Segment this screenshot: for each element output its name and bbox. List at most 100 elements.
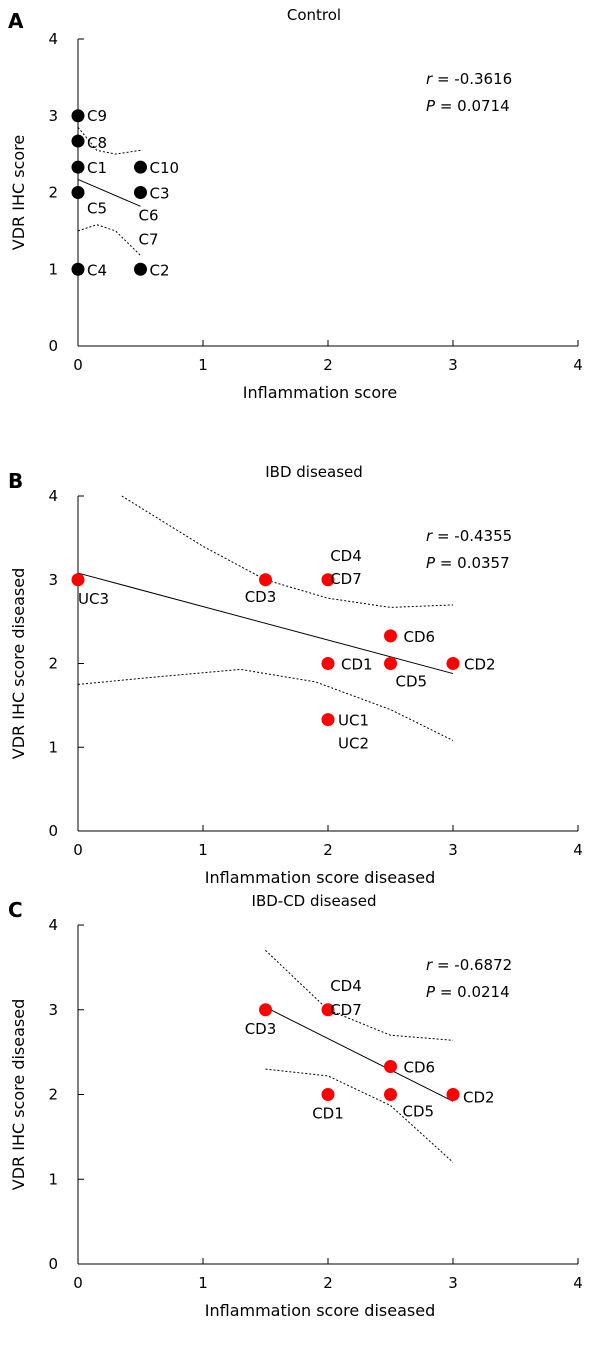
data-label: C7 xyxy=(139,231,159,249)
y-tick-label: 2 xyxy=(48,184,58,202)
data-label: CD3 xyxy=(245,1020,277,1038)
regression-line xyxy=(77,178,141,207)
panel-letter: C xyxy=(8,898,23,922)
x-tick-label: 0 xyxy=(73,1274,83,1292)
data-label: C2 xyxy=(150,261,170,279)
data-label: CD1 xyxy=(341,656,373,674)
chart-panel-a: A Control 0 1 2 3 4 0 1 2 3 4 Inflammation score VDR … xyxy=(8,6,583,402)
x-tick-label: 1 xyxy=(198,841,208,859)
data-label: UC3 xyxy=(78,590,109,608)
y-tick-label: 1 xyxy=(48,260,58,278)
data-label: CD5 xyxy=(396,673,428,691)
confidence-band-upper xyxy=(121,495,454,608)
y-tick-label: 0 xyxy=(48,337,58,355)
data-point xyxy=(134,262,147,276)
data-label: CD2 xyxy=(463,1089,495,1107)
data-label: C4 xyxy=(87,261,107,279)
data-label: CD4 xyxy=(330,547,362,565)
data-point xyxy=(71,573,85,587)
data-label: C1 xyxy=(87,159,107,177)
y-axis-label: VDR IHC score diseased xyxy=(9,568,28,759)
x-axis-label: Inflammation score diseased xyxy=(205,868,435,887)
x-tick-label: 4 xyxy=(573,356,583,374)
data-point xyxy=(71,186,85,199)
panel-letter: B xyxy=(8,469,23,493)
chart-panel-c: C IBD-CD diseased 0 1 2 3 4 0 1 2 3 4 Inflammation s… xyxy=(8,892,583,1320)
x-axis-label: Inflammation score diseased xyxy=(205,1301,435,1320)
data-point xyxy=(384,657,397,670)
y-tick-label: 0 xyxy=(48,1255,58,1273)
data-label: CD7 xyxy=(330,1001,362,1019)
confidence-band-upper xyxy=(265,950,454,1041)
regression-line xyxy=(265,1006,454,1102)
data-label: CD7 xyxy=(330,570,362,588)
data-point xyxy=(134,160,147,174)
y-tick-label: 3 xyxy=(48,1001,58,1019)
chart-panel-b: B IBD diseased 0 1 2 3 4 0 1 2 3 4 Inflammation scor… xyxy=(8,463,583,887)
data-point xyxy=(259,1003,272,1017)
chart-title: Control xyxy=(287,6,341,24)
data-label: CD2 xyxy=(464,656,496,674)
data-point xyxy=(71,134,85,148)
y-tick-label: 0 xyxy=(48,822,58,840)
data-label: CD1 xyxy=(312,1105,344,1123)
data-label: CD3 xyxy=(245,588,277,606)
stat-r: r = -0.3616 xyxy=(426,70,512,88)
y-axis-label: VDR IHC score diseased xyxy=(9,999,28,1190)
data-label: CD5 xyxy=(403,1103,435,1121)
confidence-band-upper xyxy=(77,126,141,155)
chart-title: IBD-CD diseased xyxy=(252,892,377,910)
x-tick-label: 2 xyxy=(323,356,333,374)
x-tick-label: 2 xyxy=(323,1274,333,1292)
panel-letter: A xyxy=(8,9,24,33)
data-label: C6 xyxy=(139,207,159,225)
data-point xyxy=(321,657,335,670)
x-tick-label: 1 xyxy=(198,356,208,374)
data-point xyxy=(134,186,147,199)
y-tick-label: 1 xyxy=(48,738,58,756)
y-tick-label: 3 xyxy=(48,107,58,125)
data-point xyxy=(446,1088,460,1101)
x-tick-label: 3 xyxy=(448,356,458,374)
data-label: C8 xyxy=(87,134,107,152)
data-point xyxy=(321,573,335,587)
stat-p: P = 0.0714 xyxy=(426,97,510,115)
stat-r: r = -0.4355 xyxy=(426,527,512,545)
data-label: C10 xyxy=(150,159,180,177)
x-tick-label: 4 xyxy=(573,1274,583,1292)
data-point xyxy=(384,1088,397,1101)
data-label: C5 xyxy=(87,200,107,218)
x-tick-label: 2 xyxy=(323,841,333,859)
x-tick-label: 0 xyxy=(73,841,83,859)
data-label: CD4 xyxy=(330,977,362,995)
stat-r: r = -0.6872 xyxy=(426,956,512,974)
data-label: UC2 xyxy=(338,735,369,753)
regression-line xyxy=(77,572,454,675)
data-point xyxy=(384,1060,397,1074)
data-point xyxy=(321,713,335,727)
data-label: C3 xyxy=(150,185,170,203)
confidence-band-lower xyxy=(265,1068,454,1163)
chart-title: IBD diseased xyxy=(265,463,363,481)
x-tick-label: 1 xyxy=(198,1274,208,1292)
data-point xyxy=(384,629,397,643)
stat-p: P = 0.0214 xyxy=(426,983,510,1001)
data-point xyxy=(71,160,85,174)
y-tick-label: 3 xyxy=(48,571,58,589)
x-tick-label: 4 xyxy=(573,841,583,859)
data-point xyxy=(71,109,85,123)
y-tick-label: 2 xyxy=(48,655,58,673)
data-point xyxy=(259,573,272,587)
data-label: CD6 xyxy=(404,628,436,646)
y-axis-label: VDR IHC score xyxy=(9,135,28,250)
data-point xyxy=(321,1088,335,1101)
data-label: C9 xyxy=(87,107,107,125)
x-tick-label: 0 xyxy=(73,356,83,374)
data-point xyxy=(446,657,460,670)
y-tick-label: 4 xyxy=(48,916,58,934)
y-tick-label: 4 xyxy=(48,30,58,48)
confidence-band-lower xyxy=(77,224,141,256)
y-tick-label: 4 xyxy=(48,487,58,505)
y-tick-label: 1 xyxy=(48,1170,58,1188)
